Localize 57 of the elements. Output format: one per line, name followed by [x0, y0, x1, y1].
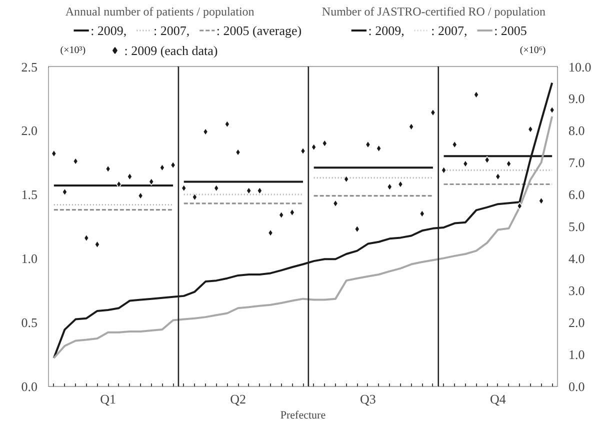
y2-tick-label: 0.0 — [568, 379, 585, 394]
point — [51, 150, 57, 158]
x-tick-label: Q4 — [490, 392, 506, 406]
y2-tick-label: 9.0 — [568, 91, 585, 106]
point — [214, 184, 220, 192]
point — [452, 140, 458, 148]
point — [354, 225, 360, 233]
point — [495, 172, 501, 180]
legend-label: : 2007, — [431, 23, 468, 38]
y-tick-label: 2.0 — [21, 123, 38, 138]
text: Annual number of patients / population — [65, 4, 254, 18]
y2-tick-label: 5.0 — [568, 219, 585, 234]
point — [419, 210, 425, 218]
x-tick-label: Q1 — [100, 392, 116, 406]
y-tick-label: 0.5 — [21, 315, 38, 330]
y2-tick-label: 10.0 — [568, 60, 592, 74]
legend-label: : 2009 (each data) — [124, 43, 218, 58]
y2-tick-label: 2.0 — [568, 315, 585, 330]
point — [192, 193, 198, 201]
point — [484, 156, 490, 164]
legend-label: : 2009, — [90, 23, 127, 38]
point — [278, 211, 284, 219]
point — [224, 120, 230, 128]
text: Number of JASTRO-certified RO / population — [322, 4, 546, 18]
x-axis-title: Prefecture — [280, 410, 326, 422]
y-tick-label: 2.5 — [21, 60, 38, 74]
legend-label: : 2007, — [153, 23, 190, 38]
point — [365, 140, 371, 148]
y-tick-label: 0.0 — [21, 379, 38, 394]
point — [300, 147, 306, 155]
point — [289, 208, 295, 216]
y2-axis-title: (×10⁶) — [520, 45, 546, 56]
y-tick-label: 1.5 — [21, 187, 38, 202]
y2-tick-label: 7.0 — [568, 155, 585, 170]
point — [376, 144, 382, 152]
y-axis-title: (×10³) — [60, 45, 86, 56]
point — [256, 186, 262, 195]
y2-tick-label: 4.0 — [568, 251, 585, 266]
point — [516, 202, 522, 210]
y2-tick-label: 8.0 — [568, 123, 585, 138]
legend-label: : 2009, — [368, 23, 404, 38]
x-tick-label: Q3 — [360, 392, 376, 406]
point — [181, 184, 187, 192]
point — [549, 106, 555, 114]
point — [126, 172, 132, 180]
point — [84, 234, 90, 242]
legend-label: : 2005 (average) — [216, 23, 302, 38]
y2-tick-label: 3.0 — [568, 283, 585, 298]
y-tick-label: 1.0 — [21, 251, 38, 266]
legend-label: : 2005 — [494, 23, 527, 38]
y2-tick-label: 1.0 — [568, 347, 585, 362]
x-tick-label: Q2 — [230, 392, 246, 406]
point — [332, 200, 338, 208]
point — [148, 178, 154, 186]
point — [430, 108, 436, 116]
y2-tick-label: 6.0 — [568, 187, 585, 202]
point — [170, 161, 176, 169]
